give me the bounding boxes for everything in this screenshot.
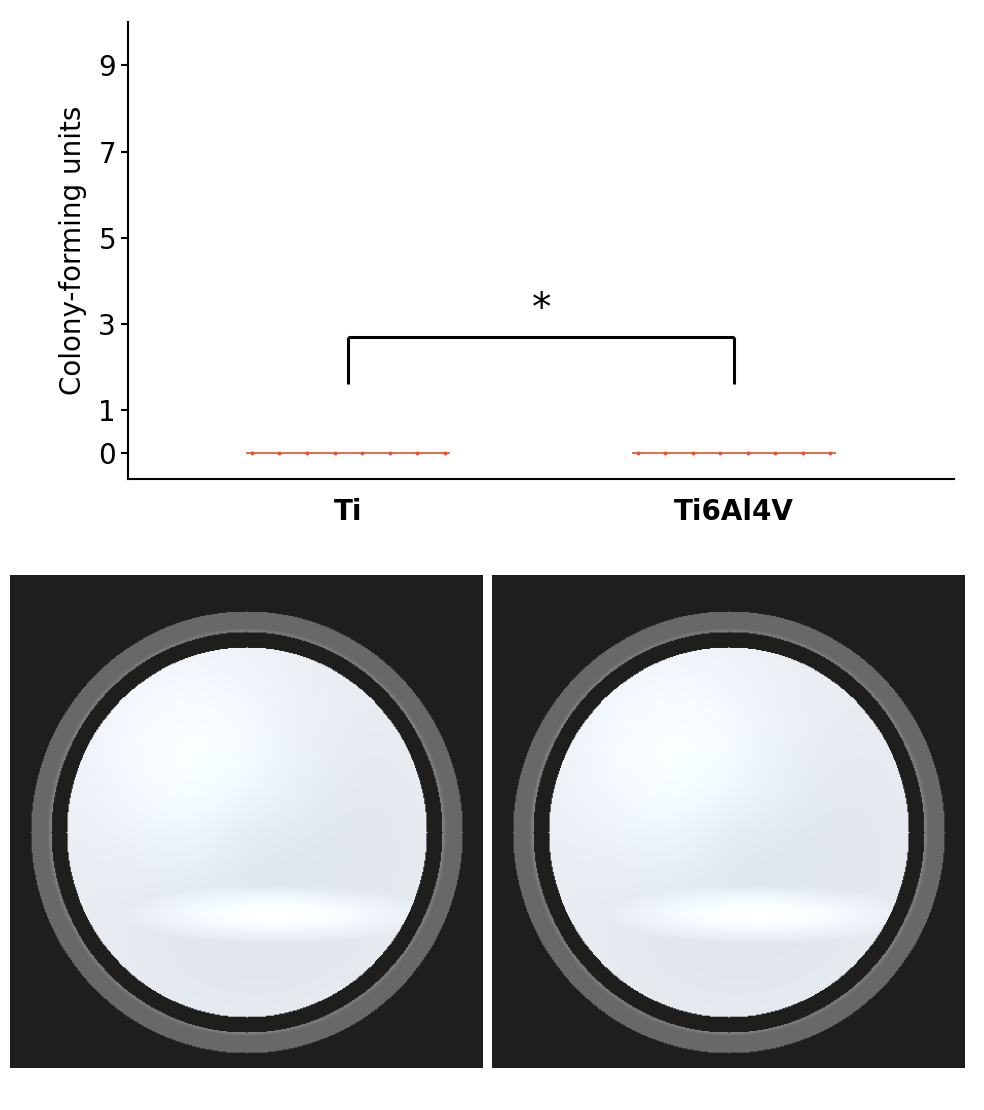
Text: *: * <box>531 290 551 329</box>
Point <box>382 444 398 462</box>
Point <box>712 444 728 462</box>
Point <box>795 444 811 462</box>
Point <box>299 444 315 462</box>
Point <box>740 444 756 462</box>
Point <box>823 444 838 462</box>
Point <box>327 444 342 462</box>
Y-axis label: Colony-forming units: Colony-forming units <box>59 105 88 395</box>
Point <box>272 444 287 462</box>
Point <box>685 444 701 462</box>
Point <box>657 444 673 462</box>
Text: Ti6Al4V: Ti6Al4V <box>674 497 794 526</box>
Point <box>409 444 425 462</box>
Point <box>768 444 783 462</box>
Point <box>244 444 260 462</box>
Text: Ti: Ti <box>335 497 362 526</box>
Point <box>354 444 370 462</box>
Point <box>437 444 453 462</box>
Point <box>630 444 646 462</box>
